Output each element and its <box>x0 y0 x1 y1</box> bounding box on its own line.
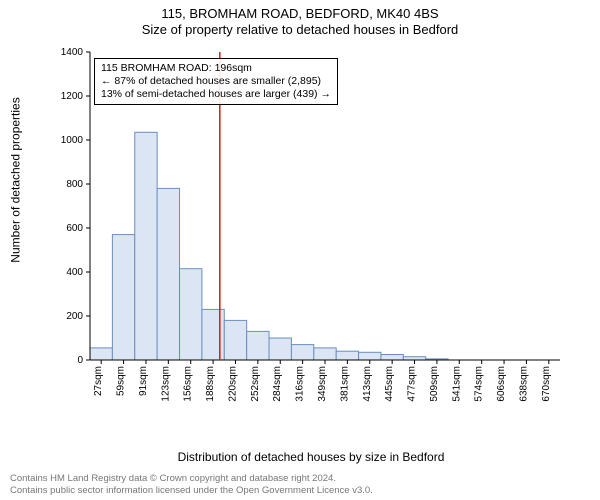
svg-text:200: 200 <box>66 311 83 322</box>
attribution-footer: Contains HM Land Registry data © Crown c… <box>10 473 373 496</box>
svg-text:574sqm: 574sqm <box>474 366 485 402</box>
svg-text:1400: 1400 <box>61 48 84 58</box>
svg-text:59sqm: 59sqm <box>116 366 127 396</box>
histogram-bar <box>112 235 134 360</box>
histogram-bar <box>291 345 313 360</box>
svg-text:1200: 1200 <box>61 91 84 102</box>
histogram-bar <box>359 352 381 360</box>
annotation-line-3: 13% of semi-detached houses are larger (… <box>101 88 331 101</box>
histogram-bar <box>224 320 246 360</box>
histogram-bar <box>90 348 112 360</box>
chart-subtitle: Size of property relative to detached ho… <box>0 22 600 38</box>
histogram-bar <box>336 351 358 360</box>
svg-text:670sqm: 670sqm <box>541 366 552 402</box>
svg-text:445sqm: 445sqm <box>384 366 395 402</box>
svg-text:606sqm: 606sqm <box>496 366 507 402</box>
svg-text:638sqm: 638sqm <box>518 366 529 402</box>
chart-address-title: 115, BROMHAM ROAD, BEDFORD, MK40 4BS <box>0 6 600 22</box>
svg-text:600: 600 <box>66 223 83 234</box>
histogram-bar <box>314 348 336 360</box>
svg-text:400: 400 <box>66 267 83 278</box>
svg-text:477sqm: 477sqm <box>407 366 418 402</box>
svg-text:220sqm: 220sqm <box>227 366 238 402</box>
histogram-bar <box>135 132 157 360</box>
svg-text:541sqm: 541sqm <box>451 366 462 402</box>
page-root: 115, BROMHAM ROAD, BEDFORD, MK40 4BS Siz… <box>0 0 600 500</box>
svg-text:413sqm: 413sqm <box>362 366 373 402</box>
footer-line-2: Contains public sector information licen… <box>10 485 373 496</box>
histogram-bar <box>247 331 269 360</box>
annotation-line-2: ← 87% of detached houses are smaller (2,… <box>101 75 331 88</box>
svg-text:156sqm: 156sqm <box>183 366 194 402</box>
svg-text:284sqm: 284sqm <box>272 366 283 402</box>
svg-text:0: 0 <box>77 355 83 366</box>
annotation-line-1: 115 BROMHAM ROAD: 196sqm <box>101 62 331 75</box>
svg-text:349sqm: 349sqm <box>317 366 328 402</box>
svg-text:27sqm: 27sqm <box>93 366 104 396</box>
svg-text:188sqm: 188sqm <box>205 366 216 402</box>
x-axis-label: Distribution of detached houses by size … <box>56 450 566 464</box>
svg-text:381sqm: 381sqm <box>339 366 350 402</box>
footer-line-1: Contains HM Land Registry data © Crown c… <box>10 473 373 484</box>
y-axis-label: Number of detached properties <box>6 0 26 360</box>
svg-text:316sqm: 316sqm <box>295 366 306 402</box>
svg-text:509sqm: 509sqm <box>429 366 440 402</box>
svg-text:123sqm: 123sqm <box>160 366 171 402</box>
svg-text:1000: 1000 <box>61 135 84 146</box>
title-block: 115, BROMHAM ROAD, BEDFORD, MK40 4BS Siz… <box>0 0 600 39</box>
histogram-bar <box>157 188 179 360</box>
histogram-bar <box>180 269 202 360</box>
svg-text:91sqm: 91sqm <box>138 366 149 396</box>
svg-text:252sqm: 252sqm <box>250 366 261 402</box>
histogram-bar <box>381 355 403 361</box>
annotation-box: 115 BROMHAM ROAD: 196sqm ← 87% of detach… <box>94 58 338 105</box>
histogram-bar <box>269 338 291 360</box>
chart-area: 0 200 400 600 800 1000 1200 1400 27sqm 59sqm 91sqm… <box>56 48 566 408</box>
svg-text:800: 800 <box>66 179 83 190</box>
histogram-bar <box>202 309 224 360</box>
